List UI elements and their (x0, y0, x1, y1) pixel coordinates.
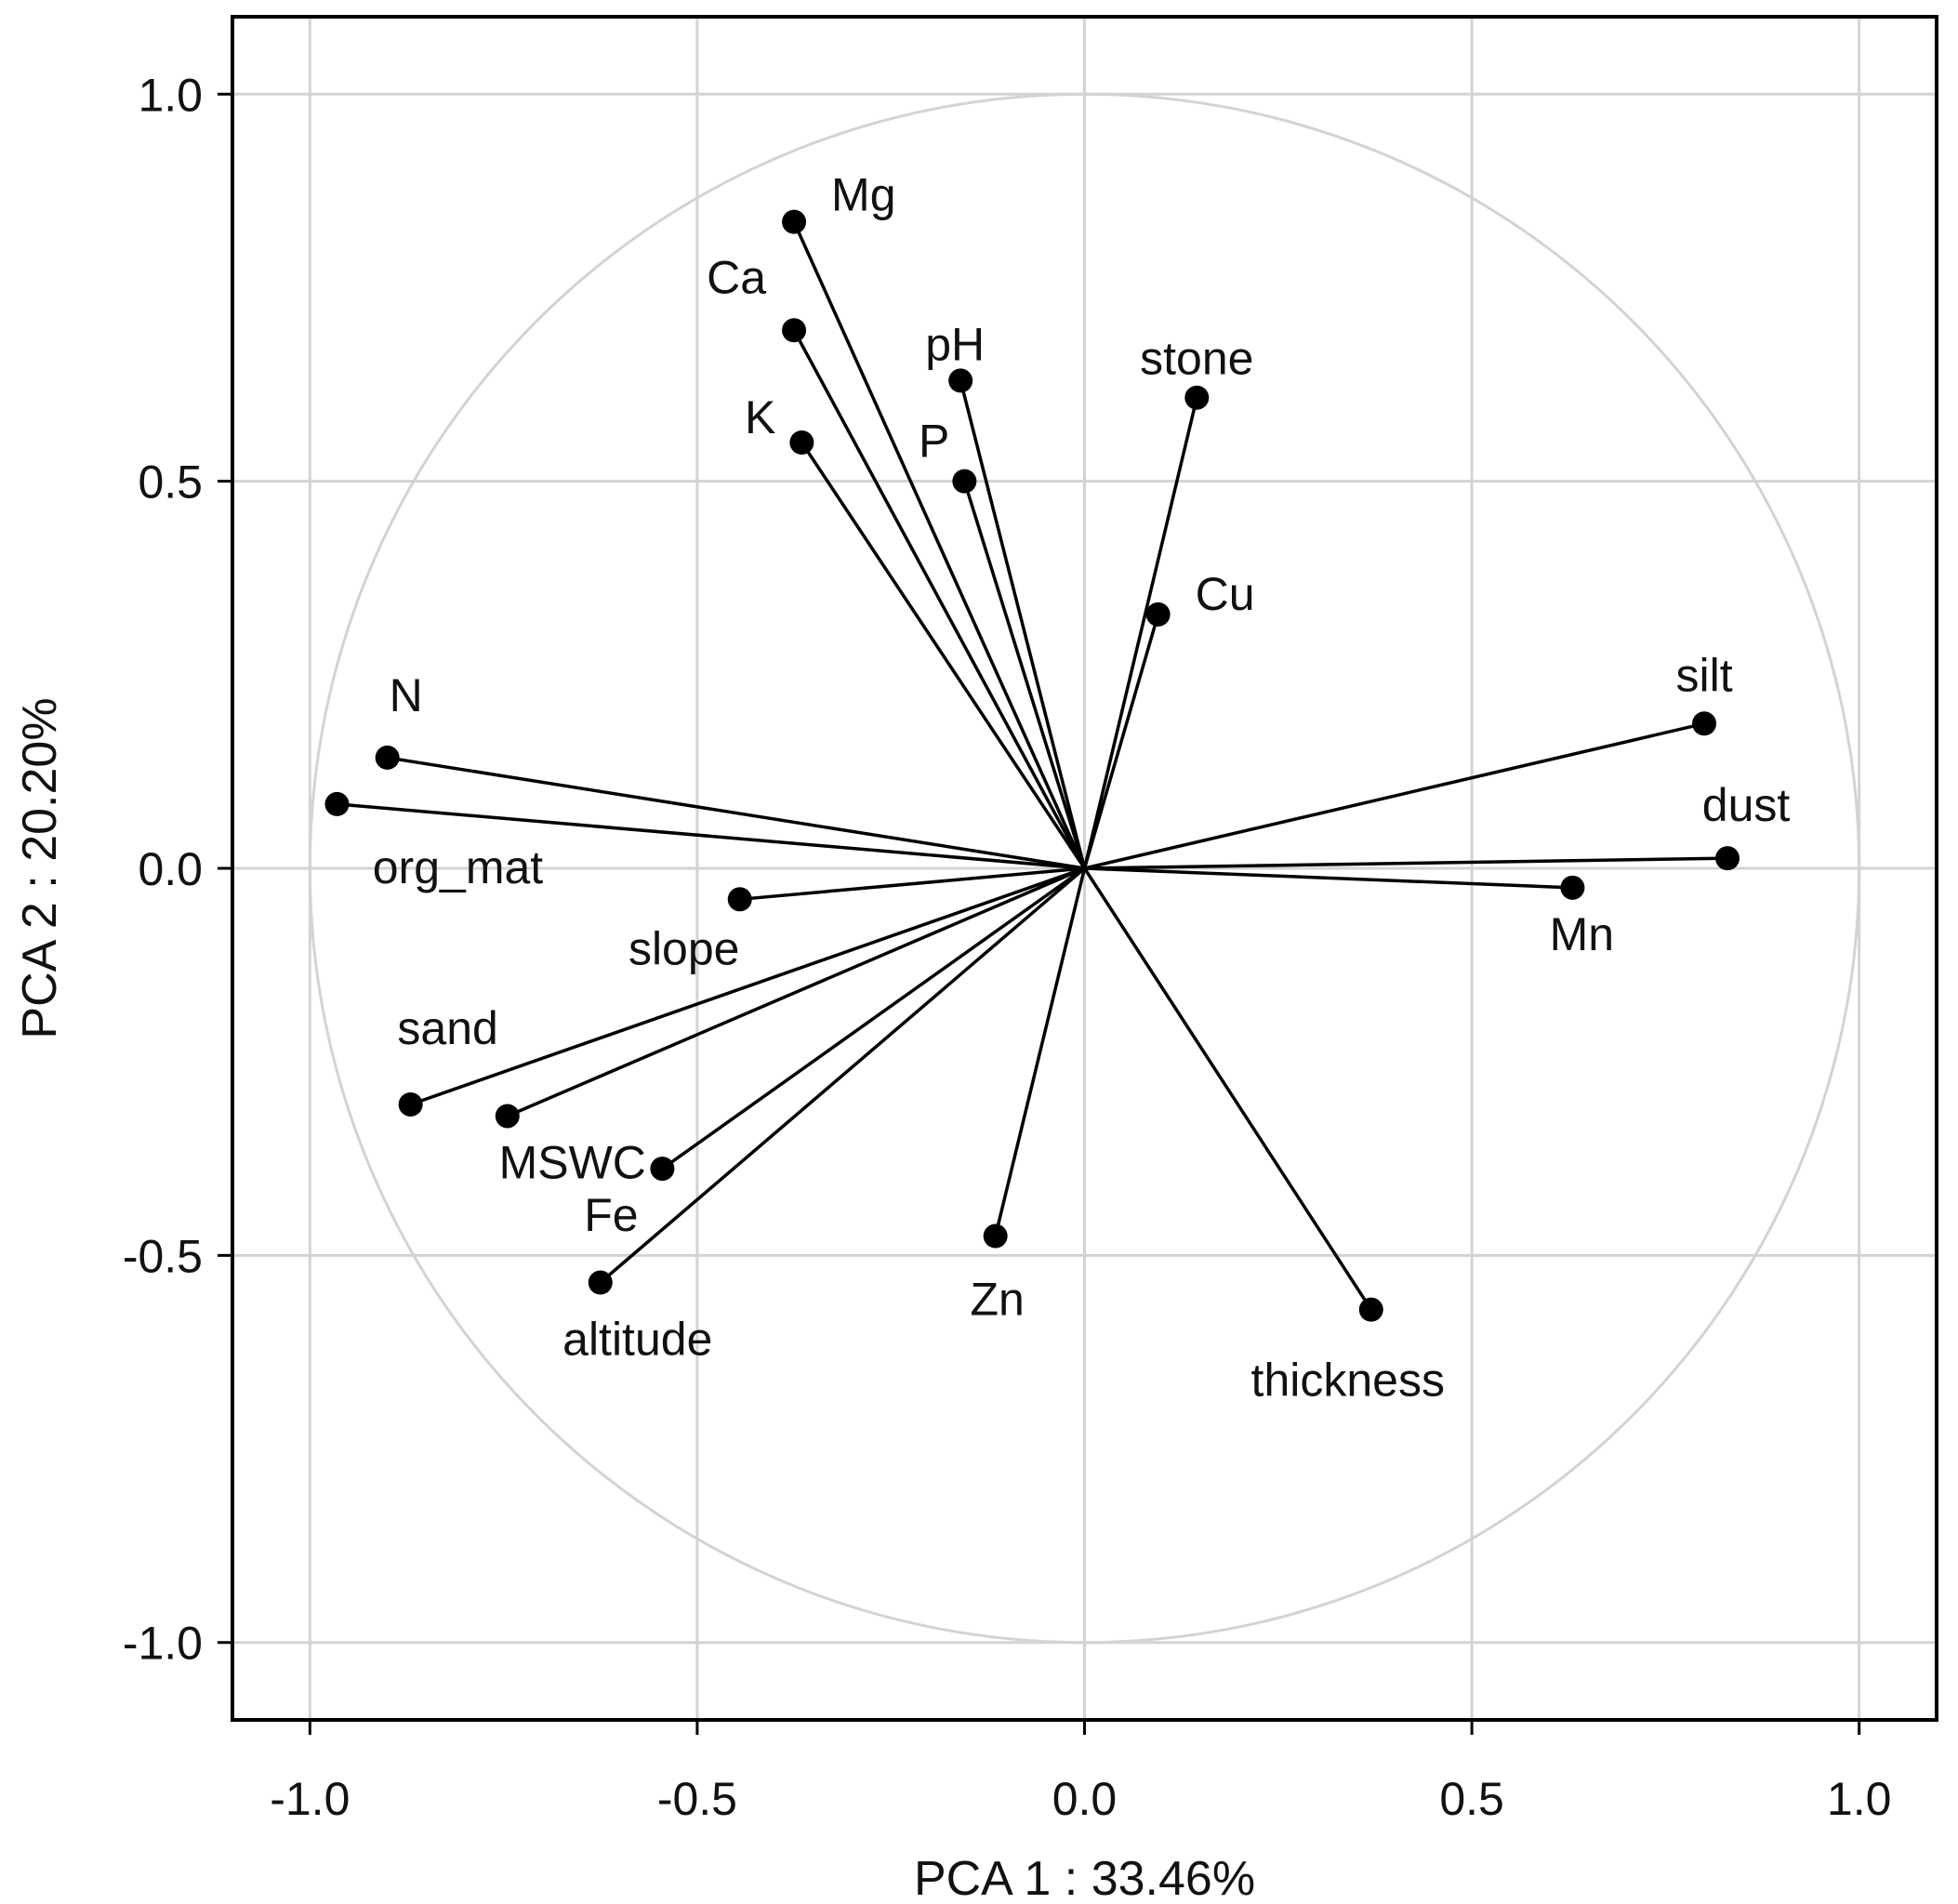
label-N: N (390, 669, 423, 721)
point-Cu (1145, 602, 1171, 627)
point-MSWC (495, 1104, 520, 1129)
vector-Mg (792, 220, 1087, 869)
point-Mg (782, 209, 807, 234)
point-P (952, 469, 977, 494)
point-silt (1692, 711, 1717, 736)
label-pH: pH (925, 318, 985, 370)
y-axis-title: PCA 2 : 20.20% (13, 697, 67, 1038)
vector-altitude (599, 866, 1086, 1284)
vector-org_mat (337, 802, 1085, 870)
point-stone (1184, 385, 1210, 410)
point-altitude (588, 1270, 613, 1295)
label-silt: silt (1675, 649, 1732, 701)
x-tick-label: -0.5 (657, 1773, 737, 1825)
point-pH (948, 368, 973, 393)
y-tick-label: 0.0 (138, 843, 203, 895)
label-altitude: altitude (562, 1314, 712, 1366)
label-Ca: Ca (707, 251, 766, 303)
point-thickness (1358, 1297, 1383, 1322)
vector-Cu (1082, 614, 1160, 869)
point-slope (727, 887, 752, 912)
point-Zn (983, 1223, 1008, 1249)
label-org_mat: org_mat (373, 841, 544, 893)
vector-N (387, 756, 1085, 870)
label-Fe: Fe (584, 1189, 638, 1241)
vector-Ca (792, 329, 1087, 869)
label-thickness: thickness (1251, 1355, 1445, 1407)
x-axis-title: PCA 1 : 33.46% (914, 1852, 1255, 1904)
point-org_mat (324, 791, 350, 816)
loading-vectors (337, 220, 1728, 1311)
point-Ca (782, 318, 807, 343)
y-tick-label: -1.0 (123, 1618, 203, 1670)
vector-K (800, 442, 1086, 869)
label-slope: slope (628, 922, 740, 974)
label-stone: stone (1140, 333, 1253, 385)
x-tick-label: 1.0 (1827, 1773, 1892, 1825)
label-K: K (745, 391, 775, 443)
label-sand: sand (397, 1002, 497, 1054)
vector-slope (739, 866, 1085, 902)
unit-circle (308, 92, 1861, 1645)
label-Mn: Mn (1550, 908, 1614, 960)
vector-pH (959, 379, 1087, 869)
vector-stone (1082, 397, 1199, 869)
point-K (789, 430, 814, 455)
label-Mg: Mg (831, 169, 895, 221)
label-Zn: Zn (971, 1274, 1025, 1326)
label-dust: dust (1702, 779, 1791, 831)
x-tick-label: -1.0 (270, 1773, 350, 1825)
vector-dust (1084, 856, 1728, 870)
vector-P (962, 481, 1087, 869)
label-P: P (919, 416, 949, 468)
point-sand (398, 1091, 423, 1117)
point-Mn (1560, 875, 1585, 900)
point-N (375, 745, 400, 770)
point-Fe (650, 1157, 675, 1182)
x-tick-label: 0.0 (1052, 1773, 1118, 1825)
label-MSWC: MSWC (499, 1136, 646, 1188)
y-tick-label: 1.0 (138, 69, 203, 121)
point-dust (1715, 846, 1740, 871)
x-tick-label: 0.5 (1439, 1773, 1504, 1825)
y-tick-label: 0.5 (138, 456, 203, 509)
vector-Fe (661, 866, 1086, 1170)
vector-sand (410, 866, 1086, 1106)
vector-silt (1084, 721, 1705, 870)
label-Cu: Cu (1196, 568, 1255, 620)
vector-Mn (1084, 866, 1573, 890)
loading-points (324, 209, 1740, 1322)
unit-circle-layer (308, 92, 1861, 1645)
y-tick-label: -0.5 (123, 1230, 203, 1282)
vector-thickness (1083, 867, 1373, 1311)
vector-Zn (993, 867, 1087, 1236)
axis-ticks: -1.0 -0.5 0.0 0.5 1.0 -1.0 -0.5 0.0 0.5 1.0 (123, 69, 1892, 1825)
vector-MSWC (507, 866, 1086, 1118)
